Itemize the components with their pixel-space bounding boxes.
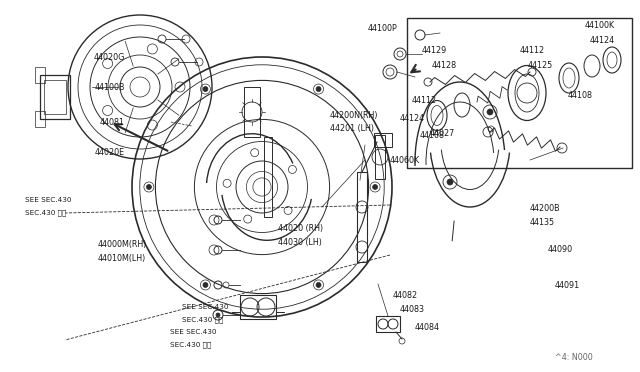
Text: 44091: 44091: [555, 280, 580, 289]
Circle shape: [147, 185, 152, 189]
Text: 44112: 44112: [412, 96, 437, 105]
Bar: [376, 316, 400, 332]
Text: 44124: 44124: [590, 35, 615, 45]
Text: 44201 (LH): 44201 (LH): [330, 124, 374, 132]
Text: 44129: 44129: [422, 45, 447, 55]
Circle shape: [447, 179, 453, 185]
Text: SEC.430 参照: SEC.430 参照: [25, 210, 67, 216]
Text: 44200N(RH): 44200N(RH): [330, 110, 378, 119]
Text: 44112: 44112: [520, 45, 545, 55]
Bar: [35, 111, 45, 127]
Text: 44027: 44027: [430, 128, 455, 138]
Text: 44135: 44135: [530, 218, 555, 227]
Text: SEE SEC.430: SEE SEC.430: [25, 197, 72, 203]
Circle shape: [487, 109, 493, 115]
Text: 44060K: 44060K: [390, 155, 420, 164]
Text: 44084: 44084: [415, 324, 440, 333]
Text: 44100K: 44100K: [585, 20, 615, 29]
Text: 44125: 44125: [528, 61, 553, 70]
Bar: [240, 295, 276, 319]
Text: 44100B: 44100B: [95, 83, 125, 92]
Bar: [375, 135, 385, 179]
Bar: [357, 172, 367, 262]
Text: 44000M(RH): 44000M(RH): [98, 241, 147, 250]
Text: SEE SEC.430: SEE SEC.430: [182, 304, 228, 310]
Text: ^4: N000: ^4: N000: [555, 353, 593, 362]
Text: 44030 (LH): 44030 (LH): [278, 237, 322, 247]
Text: 44128: 44128: [432, 61, 457, 70]
Circle shape: [203, 87, 208, 92]
Bar: [374, 133, 392, 147]
Text: 44100P: 44100P: [368, 23, 397, 32]
Bar: [407, 18, 632, 168]
Text: 44108: 44108: [420, 131, 445, 140]
Circle shape: [316, 282, 321, 288]
Text: 44020 (RH): 44020 (RH): [278, 224, 323, 232]
Text: 44083: 44083: [400, 305, 425, 314]
Circle shape: [216, 313, 220, 317]
Circle shape: [372, 185, 378, 189]
Text: 44081: 44081: [100, 118, 125, 126]
Bar: [40, 75, 70, 119]
Text: SEC.430 参照: SEC.430 参照: [170, 342, 211, 348]
Text: 44090: 44090: [548, 246, 573, 254]
Circle shape: [316, 87, 321, 92]
Text: 44200B: 44200B: [530, 203, 561, 212]
Text: SEE SEC.430: SEE SEC.430: [170, 329, 216, 335]
Text: 44020E: 44020E: [95, 148, 125, 157]
Text: 44124: 44124: [400, 113, 425, 122]
Text: 44010M(LH): 44010M(LH): [98, 253, 147, 263]
Circle shape: [203, 282, 208, 288]
Text: SEC.430 参照: SEC.430 参照: [182, 317, 223, 323]
Bar: [35, 67, 45, 83]
Text: 44108: 44108: [568, 90, 593, 99]
Bar: [264, 137, 272, 217]
Bar: [244, 87, 260, 137]
Bar: [44, 80, 66, 114]
Text: 44020G: 44020G: [93, 52, 125, 61]
Text: 44082: 44082: [393, 291, 418, 299]
